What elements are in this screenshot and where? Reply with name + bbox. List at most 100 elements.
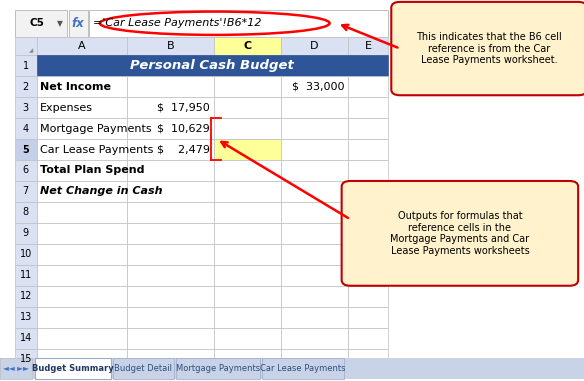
Bar — [15, 10, 67, 37]
Bar — [281, 223, 348, 244]
Bar — [37, 55, 388, 76]
Bar — [37, 286, 127, 307]
Bar — [127, 328, 214, 349]
Text: Net Change in Cash: Net Change in Cash — [40, 186, 162, 197]
Bar — [37, 349, 127, 370]
Bar — [214, 265, 281, 286]
Bar — [37, 160, 127, 181]
Bar — [127, 97, 214, 118]
Text: Budget Detail: Budget Detail — [114, 364, 172, 373]
Bar — [35, 358, 111, 379]
Bar — [348, 160, 388, 181]
Bar — [348, 97, 388, 118]
Text: Car Lease Payments: Car Lease Payments — [40, 144, 153, 155]
Bar — [127, 118, 214, 139]
FancyBboxPatch shape — [342, 181, 578, 286]
Bar — [214, 223, 281, 244]
Text: 9: 9 — [23, 228, 29, 239]
Bar — [0, 358, 584, 379]
Text: 5: 5 — [22, 144, 29, 155]
Text: $  17,950: $ 17,950 — [158, 102, 210, 113]
Text: $  33,000: $ 33,000 — [292, 82, 345, 92]
Bar — [127, 244, 214, 265]
Bar — [37, 139, 127, 160]
Text: $  10,629: $ 10,629 — [158, 123, 210, 134]
Bar — [348, 37, 388, 55]
Bar — [348, 286, 388, 307]
Bar — [214, 244, 281, 265]
Bar — [214, 181, 281, 202]
Bar — [15, 76, 37, 97]
Bar — [15, 244, 37, 265]
Bar — [214, 37, 281, 55]
Bar — [15, 223, 37, 244]
Bar — [348, 181, 388, 202]
Bar — [15, 286, 37, 307]
Bar — [15, 307, 37, 328]
Bar — [281, 118, 348, 139]
Bar — [37, 202, 127, 223]
Text: 8: 8 — [23, 207, 29, 218]
Bar — [37, 328, 127, 349]
Text: Expenses: Expenses — [40, 102, 93, 113]
Text: Budget Summary: Budget Summary — [32, 364, 114, 373]
Text: 15: 15 — [19, 354, 32, 364]
Bar — [214, 286, 281, 307]
Bar — [37, 265, 127, 286]
Bar — [113, 358, 174, 379]
Text: Total Plan Spend: Total Plan Spend — [40, 165, 144, 176]
Bar — [214, 160, 281, 181]
Bar — [214, 76, 281, 97]
Bar — [281, 349, 348, 370]
Bar — [37, 244, 127, 265]
Bar — [348, 223, 388, 244]
Bar — [281, 97, 348, 118]
Text: Mortgage Payments: Mortgage Payments — [40, 123, 151, 134]
Text: Net Income: Net Income — [40, 82, 111, 92]
FancyBboxPatch shape — [391, 2, 584, 95]
Bar — [15, 349, 37, 370]
Bar — [281, 181, 348, 202]
Bar — [281, 202, 348, 223]
Bar — [127, 223, 214, 244]
Bar — [281, 160, 348, 181]
Bar — [37, 118, 127, 139]
Text: D: D — [310, 41, 319, 51]
Bar — [37, 76, 127, 97]
Bar — [281, 244, 348, 265]
Bar — [348, 244, 388, 265]
Text: This indicates that the B6 cell
reference is from the Car
Lease Payments workshe: This indicates that the B6 cell referenc… — [416, 32, 562, 65]
Text: 2: 2 — [23, 82, 29, 92]
Bar — [37, 223, 127, 244]
Bar — [127, 37, 214, 55]
Bar — [348, 118, 388, 139]
Text: C: C — [244, 41, 251, 51]
Bar — [214, 202, 281, 223]
Bar — [348, 202, 388, 223]
Bar — [348, 265, 388, 286]
Text: Mortgage Payments: Mortgage Payments — [176, 364, 260, 373]
Bar — [281, 265, 348, 286]
Text: $    2,479: $ 2,479 — [157, 144, 210, 155]
Bar — [15, 328, 37, 349]
Text: Personal Cash Budget: Personal Cash Budget — [130, 59, 294, 72]
Bar — [281, 307, 348, 328]
Text: ◢: ◢ — [29, 48, 34, 53]
Bar — [348, 328, 388, 349]
Bar — [15, 139, 37, 160]
Bar — [176, 358, 260, 379]
Text: 1: 1 — [23, 61, 29, 71]
Bar — [127, 76, 214, 97]
Text: A: A — [78, 41, 86, 51]
Bar — [127, 265, 214, 286]
Bar — [214, 118, 281, 139]
Bar — [69, 10, 88, 37]
Bar — [348, 139, 388, 160]
Text: 7: 7 — [23, 186, 29, 197]
Text: 14: 14 — [20, 333, 32, 343]
Bar — [89, 10, 388, 37]
Text: ▼: ▼ — [57, 19, 63, 28]
Text: 3: 3 — [23, 102, 29, 113]
Text: 12: 12 — [19, 291, 32, 301]
Text: Outputs for formulas that
reference cells in the
Mortgage Payments and Car
Lease: Outputs for formulas that reference cell… — [390, 211, 530, 256]
